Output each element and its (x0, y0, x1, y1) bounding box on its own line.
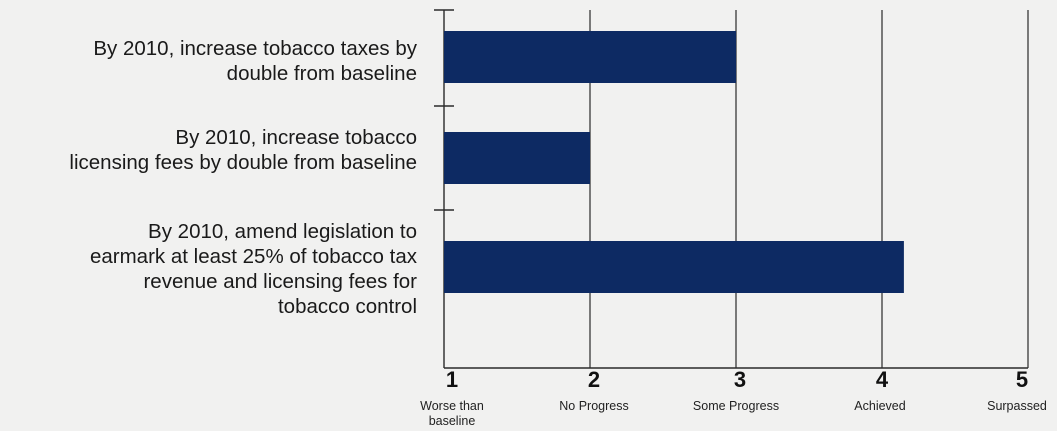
bar-2 (444, 132, 590, 184)
category-label-line: By 2010, amend legislation to (148, 220, 417, 243)
tick-number-3: 3 (733, 367, 747, 392)
category-label-2: By 2010, increase tobacco licensing fees … (0, 125, 417, 175)
bar-1 (444, 31, 736, 83)
category-label-line: By 2010, increase tobacco taxes by (93, 37, 417, 60)
tick-number-1: 1 (445, 367, 459, 392)
category-label-1: By 2010, increase tobacco taxes by double… (0, 36, 417, 86)
category-label-line: tobacco control (277, 295, 417, 318)
category-label-line: By 2010, increase tobacco (175, 126, 417, 149)
category-label-line: double from baseline (226, 62, 417, 85)
tick-description-4: Achieved (820, 399, 940, 414)
tick-description-line: Some Progress (692, 399, 780, 413)
tick-description-line: Achieved (854, 399, 906, 413)
category-label-line: earmark at least 25% of tobacco tax (89, 245, 417, 268)
tick-description-line: baseline (428, 414, 476, 428)
category-label-3: By 2010, amend legislation to earmark at … (0, 219, 417, 319)
category-label-line: licensing fees by double from baseline (69, 151, 417, 174)
bar-3 (444, 241, 904, 293)
tick-description-1: Worse than baseline (392, 399, 512, 429)
tick-description-line: Surpassed (987, 399, 1047, 413)
tick-number-4: 4 (875, 367, 889, 392)
tick-number-2: 2 (587, 367, 601, 392)
tick-description-line: No Progress (559, 399, 629, 413)
category-label-line: revenue and licensing fees for (143, 270, 417, 293)
tick-description-line: Worse than (420, 399, 484, 413)
tick-description-5: Surpassed (957, 399, 1057, 414)
tick-number-5: 5 (1015, 367, 1029, 392)
tick-description-3: Some Progress (676, 399, 796, 414)
tick-description-2: No Progress (534, 399, 654, 414)
